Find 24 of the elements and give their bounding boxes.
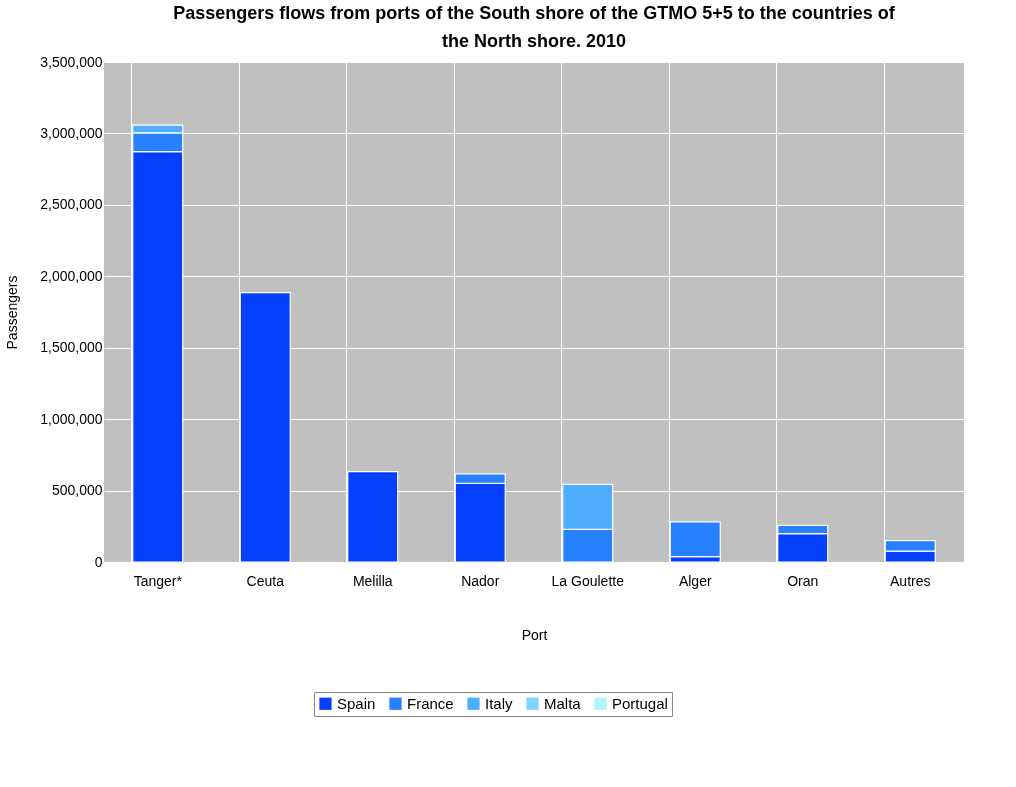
legend-label: Spain	[337, 694, 376, 712]
legend-label: Malta	[544, 694, 582, 712]
y-tick-label: 1,500,000	[40, 339, 103, 356]
x-tick-label: La Goulette	[551, 572, 625, 589]
x-tick-label: Autres	[890, 572, 931, 589]
legend-label: France	[407, 694, 454, 712]
y-axis-title: Passengers	[4, 275, 21, 350]
chart-title: Passengers flows from ports of the South shore of the GTMO 5+5 to the countries of the North shore. 2010	[173, 3, 896, 51]
y-tick-label: 0	[94, 553, 103, 570]
y-tick-label: 2,000,000	[40, 267, 103, 284]
legend-label: Portugal	[612, 694, 668, 712]
y-tick-label: 2,500,000	[40, 196, 103, 213]
legend-label: Italy	[485, 694, 514, 712]
x-tick-label: Oran	[787, 572, 819, 589]
y-tick-label: 3,000,000	[40, 124, 103, 141]
x-tick-label: Ceuta	[246, 572, 285, 589]
x-tick-label: Alger	[678, 572, 712, 589]
x-axis-title: Port	[521, 626, 548, 643]
y-tick-label: 3,500,000	[40, 53, 103, 70]
x-tick-label: Melilla	[352, 572, 393, 589]
x-tick-label: Nador	[461, 572, 500, 589]
x-tick-label: Tanger*	[133, 572, 183, 589]
y-tick-label: 1,000,000	[40, 410, 103, 427]
y-tick-label: 500,000	[51, 482, 103, 499]
